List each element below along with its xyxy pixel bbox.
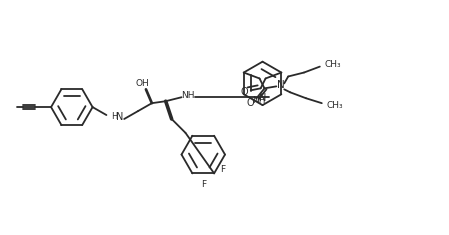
Text: N: N — [277, 80, 285, 90]
Text: NH: NH — [252, 96, 265, 105]
Text: F: F — [201, 180, 206, 189]
Text: CH₃: CH₃ — [326, 101, 343, 110]
Text: OH: OH — [135, 79, 149, 88]
Text: NH: NH — [180, 91, 194, 100]
Text: F: F — [220, 165, 225, 174]
Text: O: O — [247, 98, 255, 108]
Text: N: N — [259, 93, 266, 103]
Text: O: O — [241, 87, 249, 97]
Text: CH₃: CH₃ — [324, 60, 341, 69]
Text: H: H — [111, 112, 118, 121]
Text: N: N — [115, 112, 123, 122]
